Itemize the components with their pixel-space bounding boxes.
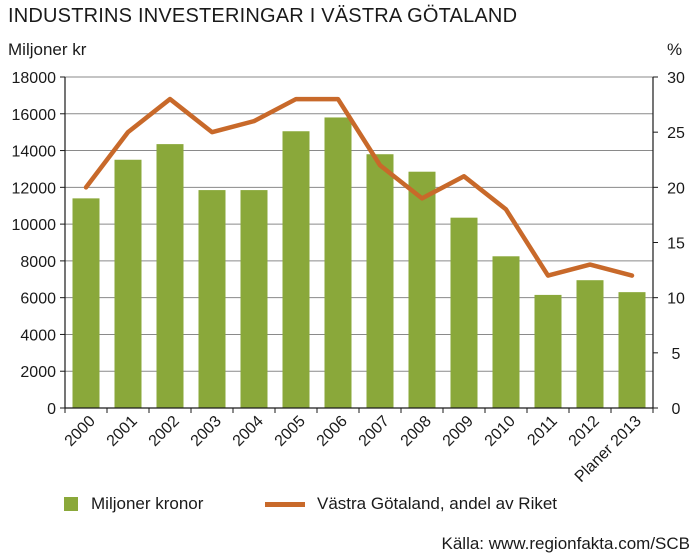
- y2-tick-label: 0: [672, 401, 681, 418]
- y2-tick-label: 10: [667, 291, 685, 308]
- legend-item-line: Västra Götaland, andel av Riket: [265, 494, 557, 514]
- y2-tick-label: 5: [672, 346, 681, 363]
- x-tick-label: 2009: [440, 413, 477, 450]
- y-tick-label: 18000: [12, 70, 57, 87]
- x-tick-label: 2002: [146, 413, 183, 450]
- x-tick-label: 2012: [566, 413, 603, 450]
- bar: [324, 117, 352, 408]
- y-axis-left-label: Miljoner kr: [8, 40, 87, 59]
- y2-tick-label: 20: [667, 180, 685, 197]
- bar: [114, 159, 142, 408]
- bar: [492, 256, 520, 408]
- y2-tick-label: 25: [667, 125, 685, 142]
- x-tick-label: 2001: [104, 413, 141, 450]
- y-tick-label: 4000: [20, 327, 56, 344]
- x-tick-label: 2007: [356, 413, 393, 450]
- bar: [282, 131, 310, 408]
- source-note: Källa: www.regionfakta.com/SCB: [441, 534, 691, 553]
- bar: [408, 171, 436, 408]
- y-tick-label: 2000: [20, 364, 56, 381]
- x-tick-label: 2003: [188, 413, 225, 450]
- y-tick-label: 16000: [12, 107, 57, 124]
- x-tick-label: 2000: [62, 413, 99, 450]
- x-tick-label: 2008: [398, 413, 435, 450]
- x-tick-label: 2010: [482, 413, 519, 450]
- legend-item-bars: Miljoner kronor: [64, 494, 203, 514]
- y-axis-right-label: %: [667, 40, 683, 59]
- bar: [156, 144, 184, 408]
- bar: [240, 190, 268, 408]
- legend-label-bars: Miljoner kronor: [91, 494, 204, 513]
- legend-swatch-line: [265, 501, 305, 507]
- legend-label-line: Västra Götaland, andel av Riket: [317, 494, 558, 513]
- bar: [366, 154, 394, 408]
- y-tick-label: 8000: [20, 254, 56, 271]
- x-tick-label: 2011: [524, 413, 560, 449]
- y2-tick-label: 30: [667, 70, 685, 87]
- bar: [576, 280, 604, 408]
- bar: [450, 217, 478, 408]
- bar: [198, 190, 226, 408]
- y-tick-label: 10000: [12, 217, 57, 234]
- bar: [534, 294, 562, 408]
- y2-tick-label: 15: [667, 236, 685, 253]
- x-tick-label: 2005: [272, 413, 309, 450]
- y-tick-label: 12000: [12, 180, 57, 197]
- y-tick-label: 6000: [20, 291, 56, 308]
- bar: [618, 292, 646, 408]
- series-line: [83, 96, 635, 278]
- y-tick-label: 0: [47, 401, 56, 418]
- y-tick-label: 14000: [12, 144, 57, 161]
- x-tick-label: 2006: [314, 413, 351, 450]
- legend-swatch-bars: [64, 497, 78, 511]
- x-tick-label: 2004: [230, 413, 267, 450]
- chart-title: INDUSTRINS INVESTERINGAR I VÄSTRA GÖTALA…: [8, 5, 518, 27]
- bar: [72, 198, 100, 408]
